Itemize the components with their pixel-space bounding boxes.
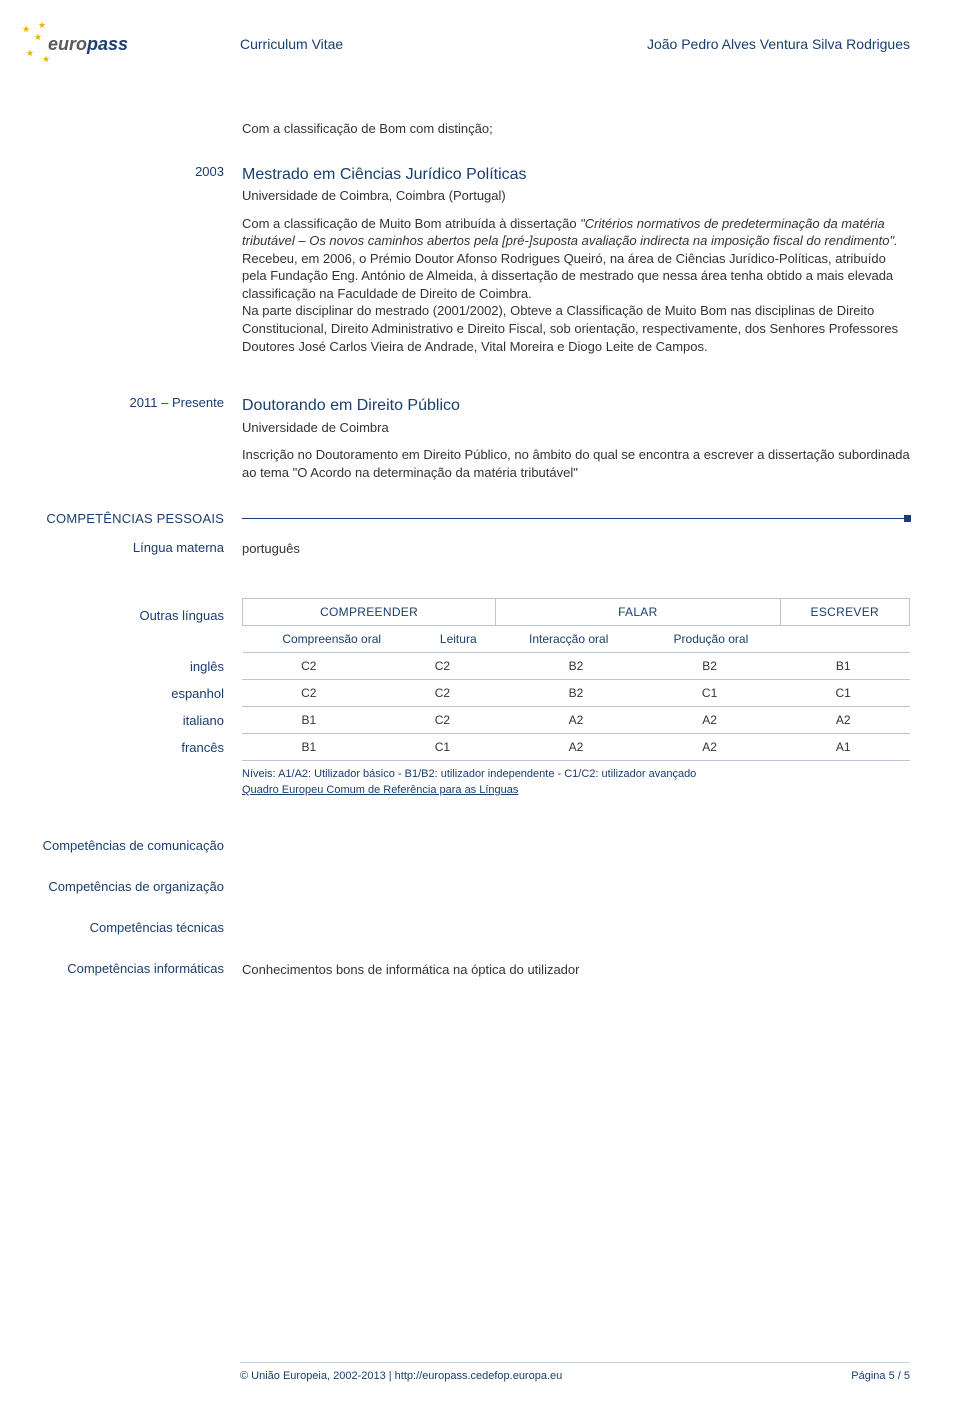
language-level-cell: A2 (509, 734, 643, 761)
language-row: italianoB1C2A2A2A2 (20, 707, 910, 734)
section-label: COMPETÊNCIAS PESSOAIS (20, 511, 242, 526)
entry-year: 2011 – Presente (20, 395, 242, 481)
it-skills-value: Conhecimentos bons de informática na ópt… (242, 961, 910, 979)
mother-tongue-value: português (242, 540, 910, 558)
entry-institution: Universidade de Coimbra, Coimbra (Portug… (242, 187, 910, 205)
person-name: João Pedro Alves Ventura Silva Rodrigues (647, 36, 910, 52)
lang-group-header: COMPREENDER (243, 598, 496, 625)
footer-copyright: © União Europeia, 2002-2013 | http://eur… (240, 1370, 562, 1382)
language-name: inglês (20, 653, 242, 680)
language-level-cell: C1 (776, 680, 910, 707)
organisation-skills-label: Competências de organização (20, 879, 242, 894)
language-level-cell: A2 (643, 734, 777, 761)
language-level-cell: B1 (242, 707, 376, 734)
language-name: francês (20, 734, 242, 761)
it-skills-label: Competências informáticas (20, 961, 242, 979)
language-level-cell: C2 (376, 680, 510, 707)
language-level-cell: B1 (776, 653, 910, 680)
logo-text-pass: pass (87, 34, 128, 54)
language-level-cell: C1 (643, 680, 777, 707)
language-level-cell: B2 (643, 653, 777, 680)
communication-skills-label: Competências de comunicação (20, 838, 242, 853)
language-level-cell: C2 (376, 653, 510, 680)
language-level-cell: C2 (376, 707, 510, 734)
page-footer: © União Europeia, 2002-2013 | http://eur… (0, 1362, 960, 1382)
footer-page-number: Página 5 / 5 (851, 1370, 910, 1382)
lang-sub-header: Produção oral (642, 625, 780, 652)
language-level-cell: B2 (509, 680, 643, 707)
technical-skills-label: Competências técnicas (20, 920, 242, 935)
entry-body: Inscrição no Doutoramento em Direito Púb… (242, 446, 910, 481)
section-header-personal-skills: COMPETÊNCIAS PESSOAIS (20, 511, 910, 526)
other-languages-label: Outras línguas (20, 598, 242, 653)
languages-table: Outras línguas COMPREENDER FALAR ESCREVE… (20, 598, 910, 653)
language-level-cell: B1 (242, 734, 376, 761)
mother-tongue-label: Língua materna (20, 540, 242, 558)
entry-title: Doutorando em Direito Público (242, 395, 910, 417)
language-level-cell: A2 (643, 707, 777, 734)
intro-note: Com a classificação de Bom com distinção… (242, 120, 910, 138)
lang-group-header: ESCREVER (780, 598, 909, 625)
language-level-cell: A2 (776, 707, 910, 734)
framework-link[interactable]: Quadro Europeu Comum de Referência para … (242, 783, 910, 798)
lang-sub-header: Interacção oral (496, 625, 642, 652)
lang-sub-header (780, 625, 909, 652)
language-level-cell: C2 (242, 680, 376, 707)
entry-year: 2003 (20, 164, 242, 356)
language-name: espanhol (20, 680, 242, 707)
language-level-cell: B2 (509, 653, 643, 680)
language-level-cell: A2 (509, 707, 643, 734)
language-level-cell: A1 (776, 734, 910, 761)
lang-group-header: FALAR (496, 598, 780, 625)
language-row: espanholC2C2B2C1C1 (20, 680, 910, 707)
language-name: italiano (20, 707, 242, 734)
language-level-cell: C1 (376, 734, 510, 761)
page-header: ★ ★ ★ ★ ★ europass Curriculum Vitae João… (20, 20, 910, 70)
lang-sub-header: Compreensão oral (243, 625, 421, 652)
entry-body: Com a classificação de Muito Bom atribuí… (242, 215, 910, 355)
language-row: inglêsC2C2B2B2B1 (20, 653, 910, 680)
entry-title: Mestrado em Ciências Jurídico Políticas (242, 164, 910, 186)
language-row: francêsB1C1A2A2A1 (20, 734, 910, 761)
cv-label: Curriculum Vitae (240, 36, 343, 52)
section-divider (242, 518, 910, 519)
logo-text-euro: euro (48, 34, 87, 54)
lang-sub-header: Leitura (421, 625, 496, 652)
europass-logo: ★ ★ ★ ★ ★ europass (20, 20, 150, 70)
levels-note: Níveis: A1/A2: Utilizador básico - B1/B2… (242, 767, 910, 782)
entry-institution: Universidade de Coimbra (242, 419, 910, 437)
language-level-cell: C2 (242, 653, 376, 680)
